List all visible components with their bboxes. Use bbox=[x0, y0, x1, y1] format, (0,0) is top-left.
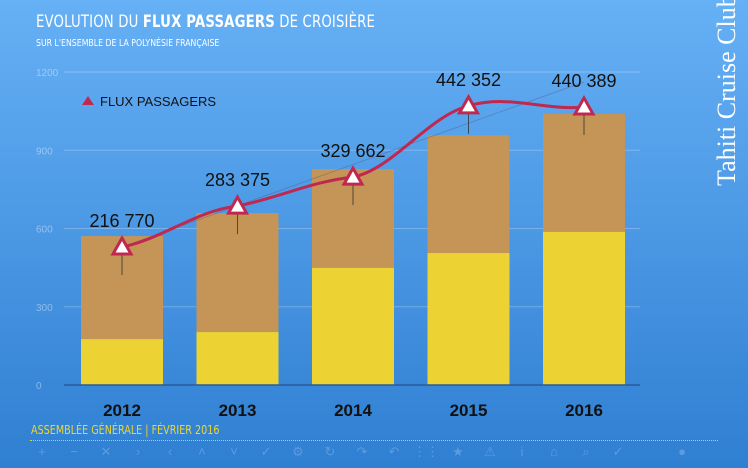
bar-segment-bottom bbox=[543, 231, 625, 385]
chart-title: EVOLUTION DU FLUX PASSAGERS DE CROISIÈRE bbox=[36, 12, 376, 32]
data-marker bbox=[110, 234, 134, 256]
data-marker bbox=[225, 194, 250, 215]
x-tick-label: 2014 bbox=[334, 401, 372, 420]
close-icon[interactable]: ✕ bbox=[100, 444, 112, 459]
bar-segment-top bbox=[427, 135, 510, 254]
plus-icon[interactable]: + bbox=[38, 444, 46, 459]
rotate-icon[interactable]: ↻ bbox=[324, 444, 336, 459]
chevron-up-icon[interactable]: ˄ bbox=[198, 444, 206, 459]
x-tick-label: 2015 bbox=[450, 401, 488, 420]
grid-icon[interactable]: ⋮⋮ bbox=[413, 444, 439, 459]
dot-icon[interactable]: ● bbox=[678, 444, 686, 459]
chevron-right-icon[interactable]: › bbox=[135, 444, 141, 459]
gear-icon[interactable]: ⚙ bbox=[292, 444, 304, 459]
info-icon[interactable]: i bbox=[520, 444, 524, 459]
y-tick-label: 900 bbox=[36, 146, 53, 157]
data-label: 442 352 bbox=[436, 70, 501, 90]
legend-label: FLUX PASSAGERS bbox=[100, 94, 216, 109]
data-label: 283 375 bbox=[205, 170, 270, 190]
home-icon[interactable]: ⌂ bbox=[550, 444, 558, 459]
chart-subtitle: SUR L'ENSEMBLE DE LA POLYNÉSIE FRANÇAISE bbox=[36, 38, 220, 49]
y-tick-label: 300 bbox=[36, 303, 53, 314]
x-tick-label: 2016 bbox=[565, 401, 603, 420]
bar-segment-bottom bbox=[312, 267, 394, 385]
y-tick-label: 0 bbox=[36, 381, 42, 392]
divider bbox=[30, 440, 718, 441]
data-marker bbox=[341, 165, 365, 186]
warning-icon[interactable]: ⚠ bbox=[484, 444, 496, 459]
footer-text: ASSEMBLÉE GÉNÉRALE | FÉVRIER 2016 bbox=[31, 423, 220, 437]
data-marker bbox=[572, 94, 596, 116]
data-marker bbox=[456, 93, 481, 115]
x-tick-label: 2012 bbox=[103, 401, 141, 420]
trendline bbox=[121, 81, 585, 248]
toolbar: + − ✕ › ‹ ˄ ˅ ✓ ⚙ ↻ ↷ ↶ ⋮⋮ ★ ⚠ i ⌂ ⌕ ✓ ● bbox=[26, 443, 730, 461]
data-label: 216 770 bbox=[89, 211, 154, 231]
chevron-down-icon[interactable]: ˅ bbox=[230, 444, 238, 459]
blank-icon[interactable] bbox=[698, 443, 730, 461]
chevron-left-icon[interactable]: ‹ bbox=[167, 444, 173, 459]
data-label: 329 662 bbox=[320, 141, 385, 161]
y-tick-label: 1200 bbox=[36, 68, 59, 79]
legend-marker bbox=[82, 96, 94, 105]
star-icon[interactable]: ★ bbox=[452, 444, 464, 459]
bar-segment-bottom bbox=[81, 339, 163, 385]
minus-icon[interactable]: − bbox=[70, 444, 78, 459]
search-icon[interactable]: ⌕ bbox=[582, 444, 590, 459]
check-icon[interactable]: ✓ bbox=[612, 444, 624, 459]
blank-icon[interactable] bbox=[634, 443, 666, 461]
bar-segment-bottom bbox=[427, 253, 510, 385]
undo-icon[interactable]: ↶ bbox=[388, 444, 400, 459]
check-icon[interactable]: ✓ bbox=[260, 444, 272, 459]
y-tick-label: 600 bbox=[36, 225, 53, 236]
data-label: 440 389 bbox=[551, 71, 616, 91]
x-tick-label: 2013 bbox=[219, 401, 257, 420]
bar-segment-bottom bbox=[196, 332, 279, 385]
redo-icon[interactable]: ↷ bbox=[356, 444, 368, 459]
